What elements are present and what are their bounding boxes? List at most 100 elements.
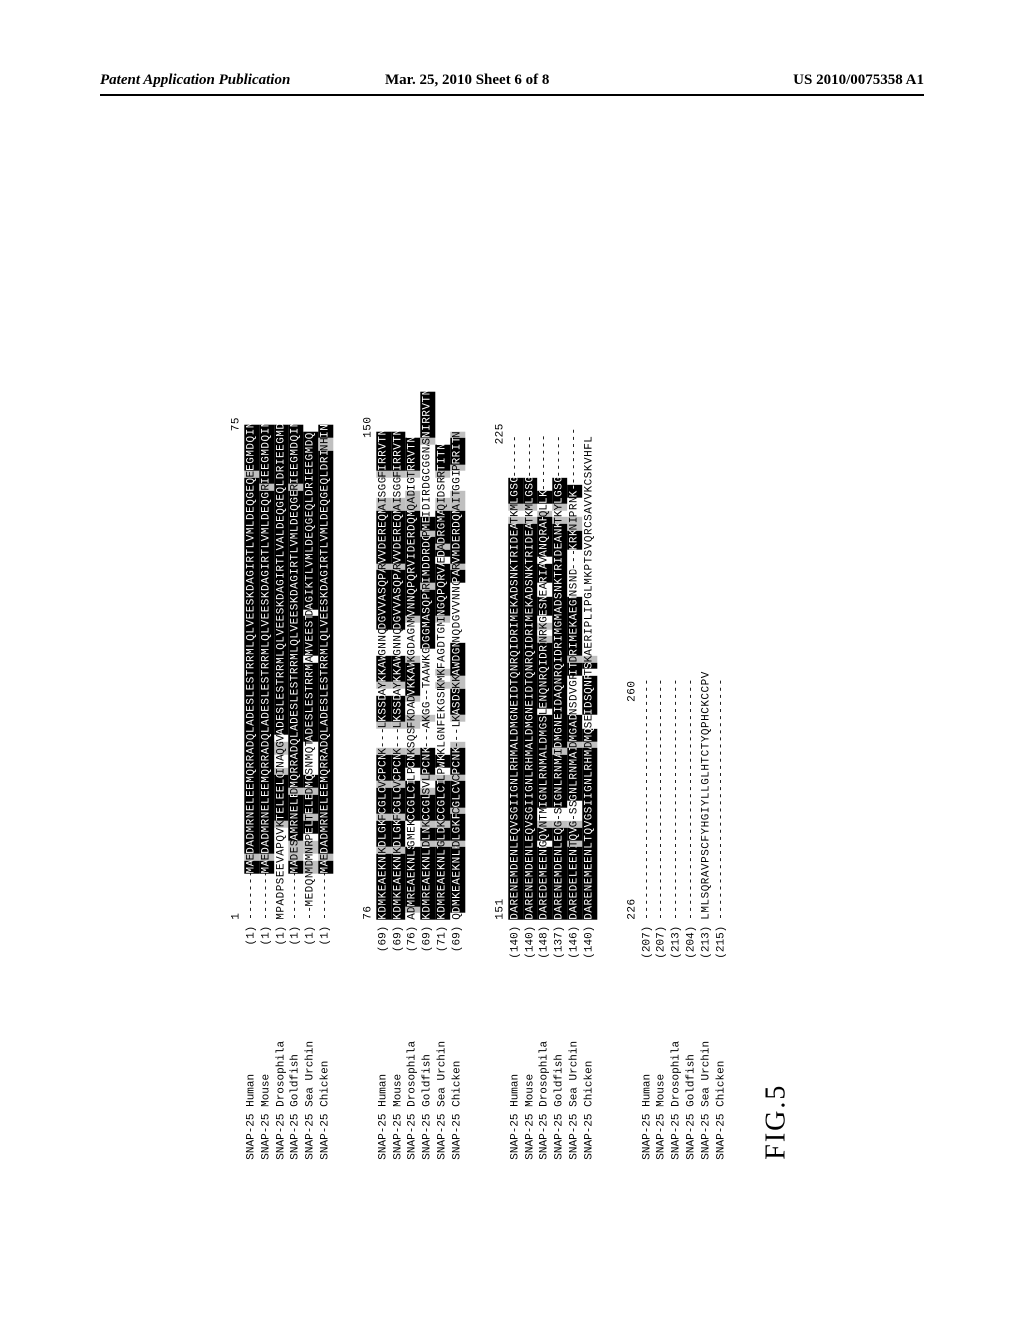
sequence-label: SNAP-25 Mouse	[259, 975, 274, 1160]
sequence-position: (207)	[640, 920, 655, 975]
sequence-position: (69)	[421, 920, 436, 975]
sequence-row: SNAP-25 Chicken(1)-------MAEDADMRNELEEMQ…	[318, 180, 333, 1160]
alignment-block: 151225SNAP-25 Human(140)DARENEMDENLEQVSG…	[493, 180, 597, 1160]
header-rule	[100, 94, 924, 96]
sequence-row: SNAP-25 Chicken(140)DARENEMEENLTQVGSIIGN…	[582, 180, 597, 1160]
sequence-alignment-figure: 175SNAP-25 Human(1)-------MAEDADMRNELEEM…	[229, 180, 794, 1160]
header-mid: Mar. 25, 2010 Sheet 6 of 8	[385, 72, 549, 89]
sequence-row: SNAP-25 Drosophila(148)DAREDEMEENMGQVNTM…	[538, 180, 553, 1160]
sequence-label: SNAP-25 Goldfish	[421, 975, 436, 1160]
sequence-position: (204)	[684, 920, 699, 975]
sequence-residues: -------MADESAMRNELEDMQRRADQLADESLESTRRML…	[289, 425, 304, 920]
sequence-position: (140)	[523, 920, 538, 975]
sequence-label: SNAP-25 Drosophila	[538, 975, 553, 1160]
sequence-row: SNAP-25 Drosophila(76)ADMREAEKNLSGMEKCCG…	[406, 180, 421, 1160]
sequence-row: SNAP-25 Goldfish(69)KDMREAEKNLKDLNKCCGLS…	[421, 180, 436, 1160]
sequence-residues: -------MAEDADMRNELEEMQRRADQLADESLESTRRML…	[244, 425, 259, 920]
sequence-row: SNAP-25 Sea Urchin(146)DAREDELEENITQVG-S…	[567, 180, 582, 1160]
sequence-label: SNAP-25 Sea Urchin	[567, 975, 582, 1160]
sequence-position: (1)	[318, 920, 333, 975]
sequence-label: SNAP-25 Sea Urchin	[304, 975, 319, 1160]
sequence-position: (1)	[274, 920, 289, 975]
ruler-start: 151	[493, 913, 508, 920]
ruler-start: 226	[625, 913, 640, 920]
sequence-row: SNAP-25 Chicken(215)--------------------…	[714, 180, 729, 1160]
sequence-row: SNAP-25 Sea Urchin(213)LMLSQRAVPSCFYHGIY…	[699, 180, 714, 1160]
ruler-end: 260	[625, 696, 640, 703]
sequence-label: SNAP-25 Mouse	[523, 975, 538, 1160]
sequence-position: (69)	[391, 920, 406, 975]
sequence-row: SNAP-25 Goldfish(204)-------------------…	[684, 180, 699, 1160]
sequence-residues: KDMREAEKNLKDLNKCCGLSVLPCNK---AKGG--TAAWK…	[421, 392, 436, 920]
sequence-row: SNAP-25 Mouse(1)-------MAEDADMRNELEEMQRR…	[259, 180, 274, 1160]
sequence-residues: -------MAEDADMRNELEEMQRRADQLADESLESTRRML…	[259, 425, 274, 920]
sequence-residues: DAREDEMEENMGQVNTMIGNLRNMALDMGSELENQNRQID…	[538, 438, 553, 920]
alignment-block: 76150SNAP-25 Human(69)KDMKEAEKNLKDLGKFCG…	[361, 180, 465, 1160]
ruler-row: 76 150	[361, 180, 376, 1160]
sequence-row: SNAP-25 Mouse(69)KDMKEAEKNLKDLGKFCGLCVCP…	[391, 180, 406, 1160]
sequence-residues: DARENEMDENLEQVSGIIGNLRHMALDMGNEIDTQNRQID…	[523, 438, 538, 920]
sequence-label: SNAP-25 Mouse	[655, 975, 670, 1160]
sequence-residues: MPADPSEEVAPQVPKTELEELQINAQGVADESLESTRRML…	[274, 425, 289, 920]
sequence-label: SNAP-25 Goldfish	[552, 975, 567, 1160]
sequence-position: (146)	[567, 920, 582, 975]
sequence-residues: QDMKEAEKNLKDLGKFCGLCVCPCNK---LKASDSKKAWD…	[450, 432, 465, 920]
sequence-label: SNAP-25 Sea Urchin	[699, 975, 714, 1160]
sequence-row: SNAP-25 Human(207)----------------------…	[640, 180, 655, 1160]
ruler-row: 226 260	[625, 180, 640, 1160]
sequence-residues: DARENEMEENLTQVGSIIGNLRHMAIDMQSEIDSQNRTSK…	[582, 451, 597, 920]
sequence-residues: ----------------------------------	[655, 696, 670, 920]
sequence-row: SNAP-25 Human(140)DARENEMDENLEQVSGIIGNLR…	[508, 180, 523, 1160]
sequence-residues: KDMREAEKNLTGLDKCCGLCILPWKKLGNFEKGSDKMKFA…	[435, 445, 450, 920]
figure-label: FIG.5	[760, 1084, 791, 1160]
sequence-residues: --MEDQNMDMNRPELTELEDMQSNMQTADESLESTRRMLA…	[304, 432, 319, 920]
sequence-position: (69)	[376, 920, 391, 975]
sequence-label: SNAP-25 Drosophila	[274, 975, 289, 1160]
sequence-residues: DAREDELEENITQVG-SSGNLRNMAIDMGADNSDVGRITD…	[567, 432, 582, 920]
sequence-residues: KDMKEAEKNLKDLGKFCGLCVCPCNK---LKSSDAYKKAW…	[376, 432, 391, 920]
sequence-residues: ----------------------------------	[714, 696, 729, 920]
sequence-position: (76)	[406, 920, 421, 975]
ruler-end: 150	[361, 432, 376, 439]
sequence-position: (213)	[699, 920, 714, 975]
alignment-block: 226260SNAP-25 Human(207)----------------…	[625, 180, 729, 1160]
sequence-row: SNAP-25 Sea Urchin(1)--MEDQNMDMNRPELTELE…	[304, 180, 319, 1160]
sequence-residues: ----------------------------------	[640, 696, 655, 920]
sequence-position: (1)	[244, 920, 259, 975]
sequence-position: (1)	[259, 920, 274, 975]
sequence-label: SNAP-25 Chicken	[450, 975, 465, 1160]
ruler-end: 75	[229, 425, 244, 432]
sequence-label: SNAP-25 Chicken	[318, 975, 333, 1160]
sequence-label: SNAP-25 Human	[508, 975, 523, 1160]
sequence-row: SNAP-25 Human(1)-------MAEDADMRNELEEMQRR…	[244, 180, 259, 1160]
sequence-label: SNAP-25 Drosophila	[406, 975, 421, 1160]
sequence-row: SNAP-25 Goldfish(137)DARENEMDENLEQVG-SIG…	[552, 180, 567, 1160]
sequence-residues: DARENEMDENLEQVSGIIGNLRHMALDMGNEIDTQNRQID…	[508, 438, 523, 920]
sequence-label: SNAP-25 Goldfish	[289, 975, 304, 1160]
sequence-row: SNAP-25 Goldfish(1)-------MADESAMRNELEDM…	[289, 180, 304, 1160]
sequence-label: SNAP-25 Mouse	[391, 975, 406, 1160]
ruler-start: 1	[229, 913, 244, 920]
sequence-position: (213)	[670, 920, 685, 975]
ruler-start: 76	[361, 913, 376, 920]
page: Patent Application Publication Mar. 25, …	[0, 0, 1024, 1320]
sequence-row: SNAP-25 Chicken(69)QDMKEAEKNLKDLGKFCGLCV…	[450, 180, 465, 1160]
sequence-position: (148)	[538, 920, 553, 975]
sequence-residues: -------MAEDADMRNELEEMQRRADQLADESLESTRRML…	[318, 425, 333, 920]
sequence-residues: KDMKEAEKNLKDLGKFCGLCVCPCNK---LKSSDAYKKAW…	[391, 432, 406, 920]
ruler-row: 151 225	[493, 180, 508, 1160]
sequence-position: (215)	[714, 920, 729, 975]
sequence-label: SNAP-25 Drosophila	[670, 975, 685, 1160]
figure-container: 175SNAP-25 Human(1)-------MAEDADMRNELEEM…	[0, 180, 1024, 1160]
sequence-row: SNAP-25 Drosophila(213)-----------------…	[670, 180, 685, 1160]
sequence-residues: ----------------------------------	[670, 696, 685, 920]
sequence-position: (71)	[435, 920, 450, 975]
sequence-position: (1)	[304, 920, 319, 975]
sequence-position: (69)	[450, 920, 465, 975]
header-left: Patent Application Publication	[100, 72, 290, 89]
ruler-end: 225	[493, 438, 508, 445]
sequence-row: SNAP-25 Mouse(140)DARENEMDENLEQVSGIIGNLR…	[523, 180, 538, 1160]
sequence-label: SNAP-25 Sea Urchin	[435, 975, 450, 1160]
alignment-block: 1 75SNAP-25 Human(1)-------MAEDADMRNELEEM…	[229, 180, 333, 1160]
sequence-label: SNAP-25 Human	[640, 975, 655, 1160]
